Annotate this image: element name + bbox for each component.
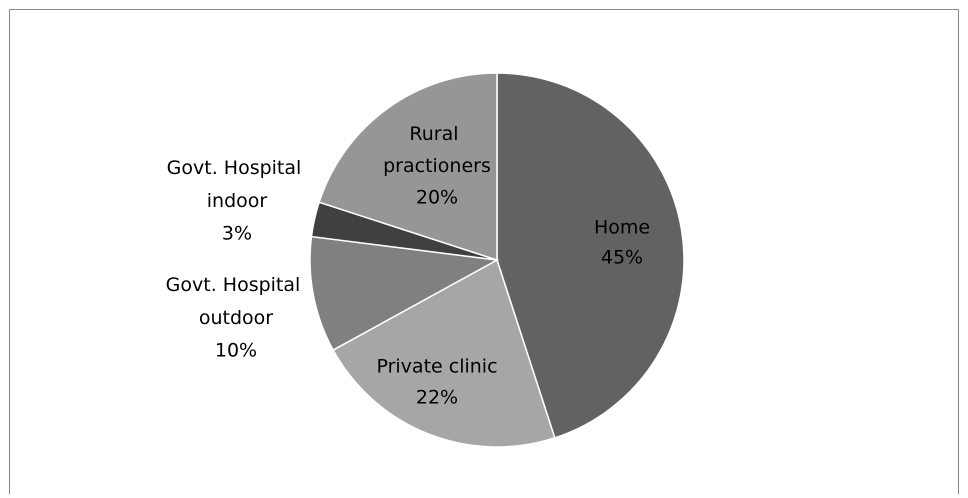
slice-value-label: 22% [416,387,458,409]
slice-value-label: 3% [222,223,252,245]
slice-label: Private clinic [376,356,497,378]
slice-label: Govt. Hospital indoor [167,157,308,212]
slice-label: Home [594,217,650,239]
slice-value-label: 20% [416,187,458,209]
slice-value-label: 45% [601,247,643,269]
pie-slice [318,72,498,262]
slice-label: Govt. Hospital outdoor [166,274,307,329]
slice-label: Rural practioners [383,123,491,177]
pie-slice [496,72,685,439]
pie-slice [332,258,556,448]
pie-slice [309,235,500,352]
slice-value-label: 10% [215,340,257,362]
